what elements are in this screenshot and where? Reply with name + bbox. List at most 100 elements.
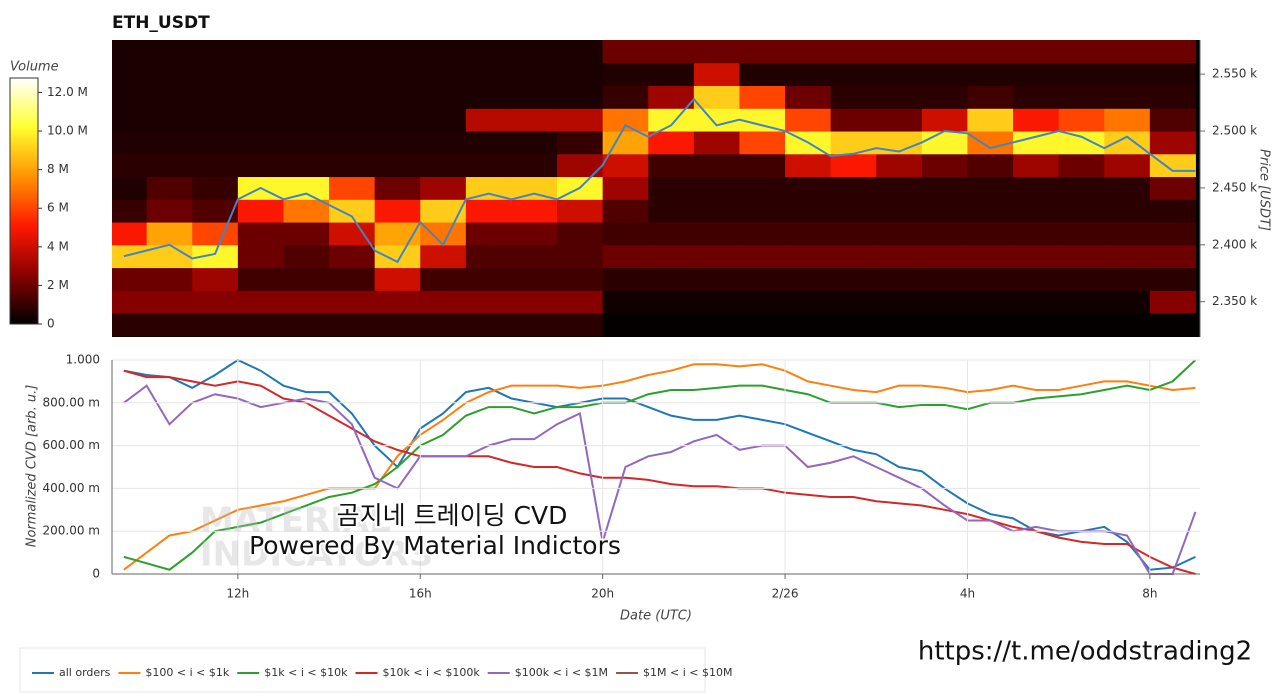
heatmap-cell — [830, 244, 877, 269]
heatmap-cell — [146, 40, 193, 64]
heatmap-cell — [146, 62, 193, 87]
heatmap-cell — [146, 85, 193, 109]
heatmap-cell — [1058, 176, 1105, 200]
heatmap-cell — [1104, 153, 1151, 178]
heatmap-cell — [1149, 176, 1196, 200]
heatmap-cell — [967, 222, 1014, 246]
colorbar-tick-label: 0 — [47, 317, 55, 331]
colorbar-tick-label: 8 M — [47, 162, 69, 176]
cvd-line — [123, 384, 1197, 575]
heatmap-cell — [1013, 222, 1060, 246]
heatmap-cell — [112, 290, 148, 314]
heatmap-cell — [237, 290, 284, 314]
heatmap-cell — [1149, 108, 1196, 132]
legend-label: $1k < i < $10k — [264, 666, 348, 679]
x-tick-label: 2/26 — [772, 587, 799, 601]
heatmap-cell — [112, 40, 148, 64]
heatmap-cell — [283, 131, 330, 155]
heatmap-cell — [1104, 85, 1151, 109]
y-tick-label: 400.00 m — [43, 481, 101, 495]
heatmap-cell — [329, 131, 376, 155]
heatmap-cell — [785, 62, 832, 87]
colorbar-tick-label: 10.0 M — [47, 124, 88, 138]
heatmap-cell — [329, 108, 376, 132]
colorbar-tick-label: 4 M — [47, 239, 69, 253]
heatmap-cell — [557, 290, 604, 314]
heatmap-cell — [237, 153, 284, 178]
heatmap-cell — [693, 176, 740, 200]
legend-label: $100k < i < $1M — [515, 666, 608, 679]
heatmap-cell — [237, 222, 284, 246]
heatmap-cell — [329, 199, 376, 223]
x-tick-label: 8h — [1142, 587, 1157, 601]
heatmap-cell — [1058, 131, 1105, 155]
heatmap-cell — [557, 244, 604, 269]
heatmap-cell — [876, 199, 923, 223]
heatmap-cell — [648, 199, 695, 223]
heatmap-cell — [511, 244, 558, 269]
y-tick-label: 1.000 — [66, 353, 100, 367]
legend-label: all orders — [59, 666, 111, 679]
heatmap-cell — [693, 267, 740, 291]
x-tick-label: 4h — [960, 587, 975, 601]
heatmap-cell — [1149, 313, 1196, 337]
heatmap-cell — [283, 62, 330, 87]
heatmap-cell — [785, 108, 832, 132]
heatmap-cell — [1104, 62, 1151, 87]
legend-label: $1M < i < $10M — [643, 666, 732, 679]
heatmap-cell — [329, 244, 376, 269]
heatmap-cell — [830, 108, 877, 132]
heatmap-cell — [557, 222, 604, 246]
legend-label: $100 < i < $1k — [145, 666, 229, 679]
heatmap-cell — [1149, 244, 1196, 269]
heatmap-cell — [465, 40, 512, 64]
heatmap-cell — [146, 131, 193, 155]
heatmap-cell — [693, 62, 740, 87]
heatmap-cell — [967, 85, 1014, 109]
heatmap-cell — [511, 62, 558, 87]
heatmap-cell — [374, 244, 421, 269]
heatmap-cell — [465, 199, 512, 223]
heatmap-cell — [112, 267, 148, 291]
heatmap-cell — [876, 244, 923, 269]
heatmap-cell — [921, 40, 968, 64]
heatmap-cell — [465, 108, 512, 132]
heatmap-cell — [739, 62, 786, 87]
heatmap-cell — [420, 40, 467, 64]
heatmap-cell — [693, 153, 740, 178]
heatmap-cell — [192, 222, 239, 246]
heatmap-cell — [602, 108, 649, 132]
footer-link: https://t.me/oddstrading2 — [918, 637, 1252, 667]
heatmap-cell — [602, 199, 649, 223]
heatmap-cell — [146, 313, 193, 337]
heatmap-cell — [283, 176, 330, 200]
heatmap-cell — [830, 199, 877, 223]
heatmap-cell — [374, 313, 421, 337]
heatmap-cell — [465, 222, 512, 246]
heatmap-cell — [921, 108, 968, 132]
heatmap-cell — [967, 290, 1014, 314]
heatmap-cell — [921, 85, 968, 109]
heatmap-cell — [112, 62, 148, 87]
heatmap-cell — [374, 108, 421, 132]
heatmap-cell — [237, 62, 284, 87]
heatmap-cell — [511, 176, 558, 200]
heatmap-cell — [830, 176, 877, 200]
heatmap-cell — [192, 62, 239, 87]
heatmap-cell — [739, 85, 786, 109]
heatmap-cell — [192, 85, 239, 109]
heatmap-cell — [693, 40, 740, 64]
heatmap-cell — [329, 85, 376, 109]
heatmap-cell — [112, 222, 148, 246]
cvd-line — [123, 363, 1196, 571]
heatmap-cell — [921, 222, 968, 246]
heatmap-cell — [1104, 108, 1151, 132]
heatmap-cell — [192, 199, 239, 223]
heatmap-cell — [739, 244, 786, 269]
heatmap-cell — [1013, 267, 1060, 291]
heatmap-cell — [785, 40, 832, 64]
heatmap-cell — [785, 244, 832, 269]
heatmap-cell — [785, 176, 832, 200]
heatmap-cell — [602, 176, 649, 200]
price-line — [123, 97, 1196, 264]
